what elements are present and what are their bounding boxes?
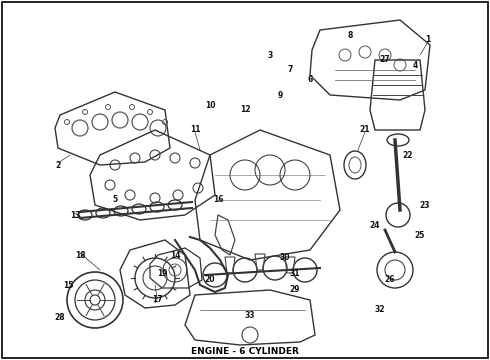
Text: 7: 7 — [287, 66, 293, 75]
Text: 15: 15 — [63, 280, 73, 289]
Text: 23: 23 — [420, 201, 430, 210]
Text: 25: 25 — [415, 230, 425, 239]
Text: 22: 22 — [403, 150, 413, 159]
Text: 6: 6 — [307, 76, 313, 85]
Text: 11: 11 — [190, 126, 200, 135]
Text: 24: 24 — [370, 220, 380, 230]
Text: 4: 4 — [413, 60, 417, 69]
Text: 27: 27 — [380, 55, 391, 64]
Text: 3: 3 — [268, 50, 272, 59]
Text: 33: 33 — [245, 310, 255, 320]
Text: 17: 17 — [152, 296, 162, 305]
Text: 8: 8 — [347, 31, 353, 40]
Text: 5: 5 — [112, 195, 118, 204]
Text: ENGINE - 6 CYLINDER: ENGINE - 6 CYLINDER — [191, 347, 299, 356]
Text: 32: 32 — [375, 306, 385, 315]
Text: 21: 21 — [360, 126, 370, 135]
Text: 9: 9 — [277, 90, 283, 99]
Text: 10: 10 — [205, 100, 215, 109]
Text: 16: 16 — [213, 195, 223, 204]
Text: 18: 18 — [74, 251, 85, 260]
Text: 13: 13 — [70, 211, 80, 220]
Text: 30: 30 — [280, 253, 290, 262]
Text: 1: 1 — [425, 36, 431, 45]
Text: 2: 2 — [55, 161, 61, 170]
Text: 12: 12 — [240, 105, 250, 114]
Text: 14: 14 — [170, 251, 180, 260]
Text: 20: 20 — [205, 275, 215, 284]
Text: 26: 26 — [385, 275, 395, 284]
Text: 19: 19 — [157, 269, 167, 278]
Text: 28: 28 — [55, 314, 65, 323]
Text: 31: 31 — [290, 269, 300, 278]
Text: 29: 29 — [290, 285, 300, 294]
